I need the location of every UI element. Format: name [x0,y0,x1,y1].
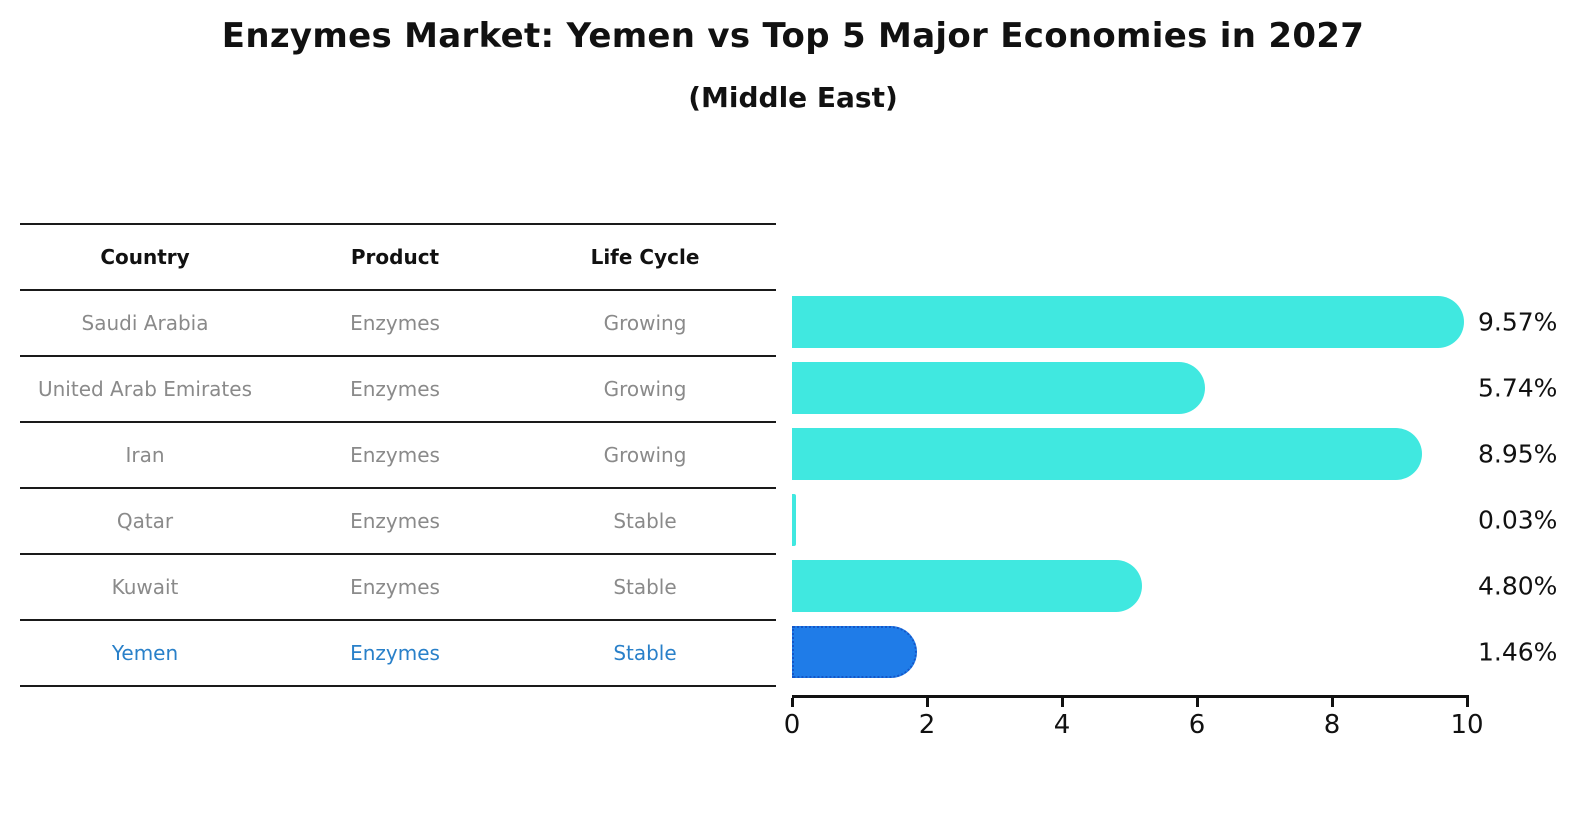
x-tick [925,698,929,707]
table-cell-life-cycle: Growing [603,443,687,467]
table-cell-product: Enzymes [350,311,440,335]
table-cell-life-cycle: Stable [613,509,677,533]
table-header-product: Product [350,245,440,269]
table-row-united-arab-emirates: United Arab Emirates Enzymes Growing [20,357,776,423]
table-cell-life-cycle: Growing [603,377,687,401]
x-tick-label: 4 [1053,710,1071,740]
value-label-yemen: 1.46% [1478,637,1558,667]
table-cell-life-cycle: Growing [603,311,687,335]
bar-united-arab-emirates [792,362,1206,414]
table-row-saudi-arabia: Saudi Arabia Enzymes Growing [20,291,776,357]
value-label-qatar: 0.03% [1478,505,1558,535]
table-row-qatar: Qatar Enzymes Stable [20,489,776,555]
table-cell-country: Yemen [111,641,179,665]
table-cell-country: Kuwait [111,575,179,599]
table-row-iran: Iran Enzymes Growing [20,423,776,489]
value-label-united-arab-emirates: 5.74% [1478,373,1558,403]
bar-iran [792,428,1423,480]
x-tick [1465,698,1469,707]
x-axis-line [792,695,1469,698]
x-tick-label: 0 [783,710,801,740]
table-header-life-cycle: Life Cycle [590,245,700,269]
comparison-table: Country Product Life Cycle Saudi Arabia E… [20,223,776,687]
value-label-kuwait: 4.80% [1478,571,1558,601]
chart-title: Enzymes Market: Yemen vs Top 5 Major Eco… [221,16,1365,56]
x-tick [1060,698,1064,707]
x-tick [790,698,794,707]
chart-subtitle: (Middle East) [688,81,898,114]
table-cell-product: Enzymes [350,443,440,467]
table-cell-country: United Arab Emirates [37,377,252,401]
value-label-iran: 8.95% [1478,439,1558,469]
table-header-row: Country Product Life Cycle [20,225,776,291]
table-cell-country: Iran [125,443,165,467]
table-cell-life-cycle: Stable [613,575,677,599]
bar-saudi-arabia [792,296,1464,348]
table-cell-product: Enzymes [350,377,440,401]
x-tick [1195,698,1199,707]
table-cell-product: Enzymes [350,641,440,665]
table-header-country: Country [100,245,190,269]
table-cell-country: Qatar [116,509,174,533]
x-tick-label: 2 [918,710,936,740]
table-body: Saudi Arabia Enzymes Growing United Arab Em… [20,291,776,687]
x-tick-label: 10 [1450,710,1484,740]
bar-kuwait [792,560,1142,612]
table-cell-country: Saudi Arabia [81,311,209,335]
table-cell-product: Enzymes [350,509,440,533]
value-label-saudi-arabia: 9.57% [1478,307,1558,337]
bar-yemen [792,626,917,678]
table-row-kuwait: Kuwait Enzymes Stable [20,555,776,621]
x-tick-label: 8 [1323,710,1341,740]
table-cell-product: Enzymes [350,575,440,599]
table-cell-life-cycle: Stable [613,641,677,665]
table-row-yemen: Yemen Enzymes Stable [20,621,776,687]
x-tick-label: 6 [1188,710,1206,740]
x-tick [1330,698,1334,707]
bar-qatar [792,494,796,546]
